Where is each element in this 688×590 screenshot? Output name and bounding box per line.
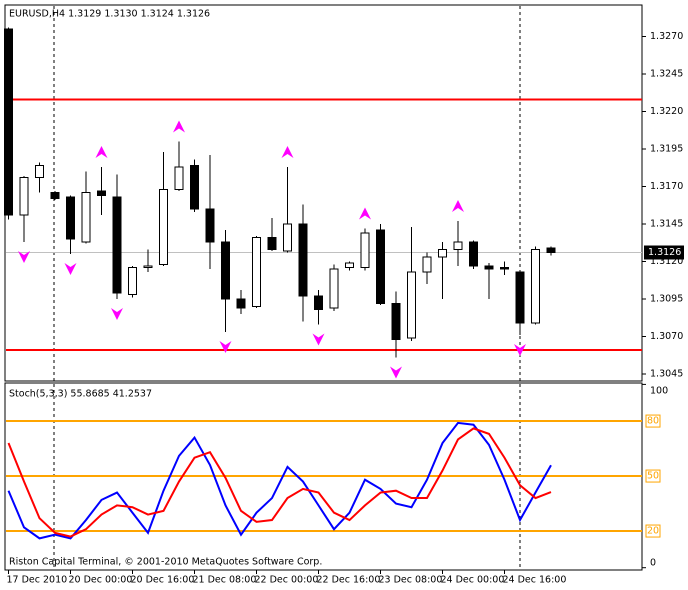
level-label-box <box>645 414 661 428</box>
fractal-down <box>111 308 123 320</box>
fractal-up <box>173 120 185 133</box>
candle-body <box>252 237 261 307</box>
current-price-box <box>644 245 684 260</box>
candle-body <box>376 229 385 304</box>
candle-body <box>128 267 137 295</box>
candle-body <box>159 189 168 265</box>
fractal-down <box>312 333 325 346</box>
fractal-up <box>452 200 464 212</box>
fractal-up <box>95 146 108 158</box>
candle-body <box>221 241 230 300</box>
candle-body <box>174 166 184 190</box>
candle-body <box>143 265 153 268</box>
fractal-down <box>514 344 526 356</box>
candle-body <box>19 177 29 216</box>
candle-body <box>469 241 478 267</box>
candle-body <box>205 208 215 243</box>
candle-body <box>50 192 60 199</box>
copyright: Riston Capital Terminal, © 2001-2010 Met… <box>9 557 322 568</box>
candle-body <box>500 267 509 270</box>
candle-body <box>438 249 447 258</box>
fractal-down <box>390 366 402 379</box>
level-label-box <box>645 469 661 483</box>
candle-body <box>391 303 401 340</box>
y-tick-label: 1.3045 <box>650 369 683 380</box>
fractal-up <box>359 207 371 220</box>
level-label: 50 <box>647 471 659 482</box>
candle-body <box>484 265 494 270</box>
x-tick-label: 20 Dec 00:00 <box>69 575 133 586</box>
y-tick-label: 1.3195 <box>650 144 683 155</box>
candle-body <box>515 271 525 324</box>
candle-body <box>546 247 556 253</box>
x-tick-label: 22 Dec 00:00 <box>255 575 319 586</box>
candle-body <box>283 223 292 252</box>
x-tick-label: 17 Dec 2010 <box>7 575 68 586</box>
candle-body <box>4 28 13 216</box>
level-label: 80 <box>647 416 659 427</box>
fractal-up <box>281 146 294 158</box>
fractal-down <box>18 251 30 263</box>
candle-body <box>267 237 277 250</box>
candle-body <box>66 196 75 240</box>
y-tick-label: 1.3270 <box>650 31 683 42</box>
level-label: 20 <box>647 526 659 537</box>
y-tick-label: 1.3170 <box>650 181 683 192</box>
candle-body <box>329 268 339 309</box>
x-tick-label: 20 Dec 16:00 <box>131 575 195 586</box>
candle-body <box>81 192 91 243</box>
candle-body <box>35 165 44 178</box>
candle-body <box>236 298 246 309</box>
candle-body <box>97 190 106 196</box>
current-price-label: 1.3126 <box>648 247 681 258</box>
candle-body <box>407 271 416 339</box>
chart-title: EURUSD,H4 1.3129 1.3130 1.3124 1.3126 <box>9 9 210 20</box>
y-tick-label: 1.3095 <box>650 294 683 305</box>
candle-body <box>345 262 354 268</box>
y-tick-label: 0 <box>650 558 656 569</box>
y-tick-label: 1.3220 <box>650 106 683 117</box>
fractal-down <box>64 263 77 275</box>
x-tick-label: 24 Dec 16:00 <box>503 575 567 586</box>
indicator-title: Stoch(5,3,3) 55.8685 41.2537 <box>9 389 152 400</box>
y-tick-label: 100 <box>650 386 668 397</box>
candle-body <box>360 232 370 268</box>
candle-body <box>531 249 540 324</box>
y-tick-label: 1.3070 <box>650 331 683 342</box>
candle-body <box>298 223 308 297</box>
y-tick-label: 1.3245 <box>650 69 683 80</box>
y-tick-label: 1.3145 <box>650 219 683 230</box>
candle-body <box>422 256 432 273</box>
candle-body <box>190 165 199 210</box>
x-tick-label: 22 Dec 16:00 <box>317 575 381 586</box>
fractal-down <box>219 341 232 353</box>
level-label-box <box>645 524 661 538</box>
x-tick-label: 23 Dec 08:00 <box>379 575 443 586</box>
y-tick-label: 1.3120 <box>650 256 683 267</box>
candle-body <box>112 196 122 294</box>
stoch-line <box>7 427 552 538</box>
x-tick-label: 21 Dec 08:00 <box>193 575 257 586</box>
x-tick-label: 24 Dec 00:00 <box>441 575 505 586</box>
candle-body <box>314 295 323 310</box>
stoch-line <box>7 421 552 540</box>
candle-body <box>453 241 463 250</box>
